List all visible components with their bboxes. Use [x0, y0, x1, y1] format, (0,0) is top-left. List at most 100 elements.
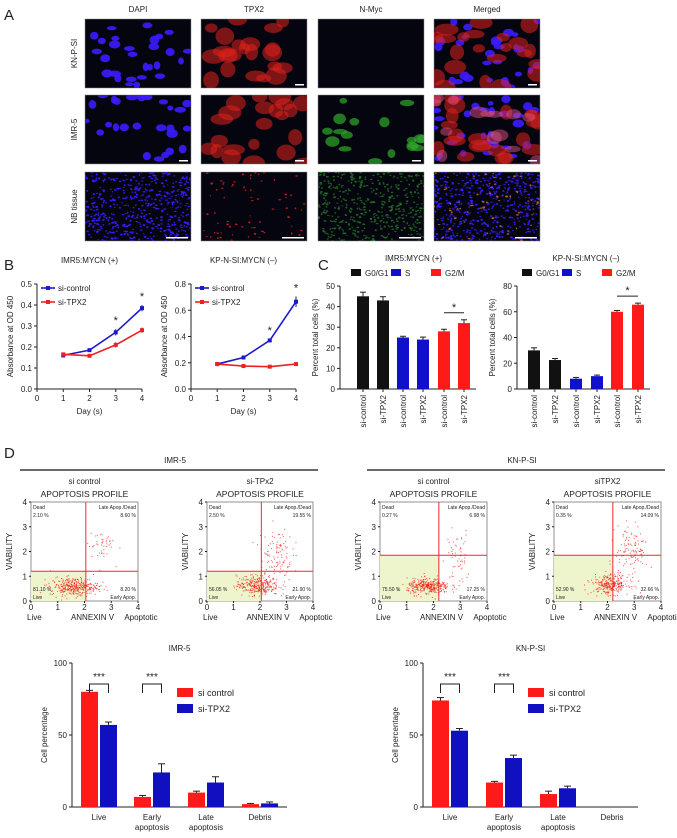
event-point [428, 593, 430, 595]
event-point [434, 587, 436, 589]
event-point [284, 545, 286, 547]
cell [488, 188, 490, 190]
event-point [464, 554, 466, 556]
cell [344, 221, 348, 223]
event-point [87, 590, 89, 592]
event-point [619, 558, 621, 560]
event-point [265, 588, 267, 590]
cell [493, 180, 496, 182]
event-point [258, 588, 260, 590]
cell [290, 232, 293, 235]
legend-label: G2/M [616, 269, 636, 278]
cell [422, 175, 424, 177]
event-point [76, 581, 78, 583]
event-point [89, 588, 91, 590]
event-point [258, 588, 260, 590]
event-point [624, 550, 626, 552]
cell [171, 185, 175, 188]
event-point [254, 584, 256, 586]
micrograph-dapi-1 [84, 94, 192, 165]
event-point [88, 592, 90, 594]
cell [530, 224, 532, 227]
cell [458, 201, 461, 203]
event-point [49, 570, 51, 572]
cell [438, 199, 441, 201]
cell [453, 203, 457, 206]
event-point [423, 590, 425, 592]
event-point [61, 599, 63, 601]
cell [138, 173, 141, 176]
cell [333, 113, 346, 125]
cell [152, 223, 155, 225]
cell [402, 213, 405, 215]
cell [507, 225, 510, 227]
event-point [618, 580, 620, 582]
event-point [73, 586, 75, 588]
cell [133, 217, 136, 219]
event-point [632, 556, 634, 558]
event-point [634, 557, 636, 559]
event-point [615, 582, 617, 584]
cell [329, 220, 332, 222]
event-point [44, 584, 46, 586]
cell [150, 198, 153, 200]
cell [323, 197, 326, 200]
event-point [103, 588, 105, 590]
x-tick-label: 0 [552, 603, 557, 612]
cell [413, 225, 416, 227]
y-axis-label: Percent total cells (%) [311, 298, 320, 376]
event-point [637, 526, 639, 528]
cell [478, 238, 481, 241]
cell [161, 211, 164, 213]
cell [357, 197, 359, 200]
cell [517, 196, 520, 198]
cell [339, 195, 342, 198]
event-point [260, 579, 262, 581]
event-point [265, 590, 267, 592]
cell [373, 213, 375, 216]
cell [408, 183, 411, 186]
cell [320, 212, 323, 214]
cell [467, 202, 470, 204]
event-point [599, 584, 601, 586]
cell [253, 232, 257, 235]
event-point [251, 574, 253, 576]
cell [104, 230, 107, 232]
event-point [416, 585, 418, 587]
event-point [639, 550, 641, 552]
event-point [275, 547, 277, 549]
cell [474, 172, 477, 174]
event-point [73, 582, 75, 584]
cell [374, 229, 377, 232]
scatter-points [584, 520, 652, 600]
data-point [267, 338, 272, 343]
x-tick-label: apoptosis [487, 823, 521, 832]
event-point [265, 579, 267, 581]
cell [290, 225, 293, 227]
event-point [249, 580, 251, 582]
cell [90, 197, 93, 199]
event-point [455, 545, 457, 547]
event-point [106, 553, 108, 555]
event-point [624, 548, 626, 550]
event-point [632, 549, 634, 551]
event-point [266, 582, 268, 584]
cell [338, 183, 341, 186]
event-point [435, 582, 437, 584]
event-point [430, 590, 432, 592]
cell [506, 188, 509, 191]
event-point [241, 587, 243, 589]
event-point [451, 553, 453, 555]
event-point [638, 551, 640, 553]
cell [422, 207, 424, 209]
cell [298, 234, 301, 236]
event-point [620, 544, 622, 546]
y-tick-label: 0.4 [21, 301, 33, 310]
event-point [73, 585, 75, 587]
cell [526, 174, 530, 176]
event-point [433, 588, 435, 590]
event-point [238, 586, 240, 588]
event-point [431, 589, 433, 591]
cell [489, 194, 492, 197]
event-point [425, 592, 427, 594]
